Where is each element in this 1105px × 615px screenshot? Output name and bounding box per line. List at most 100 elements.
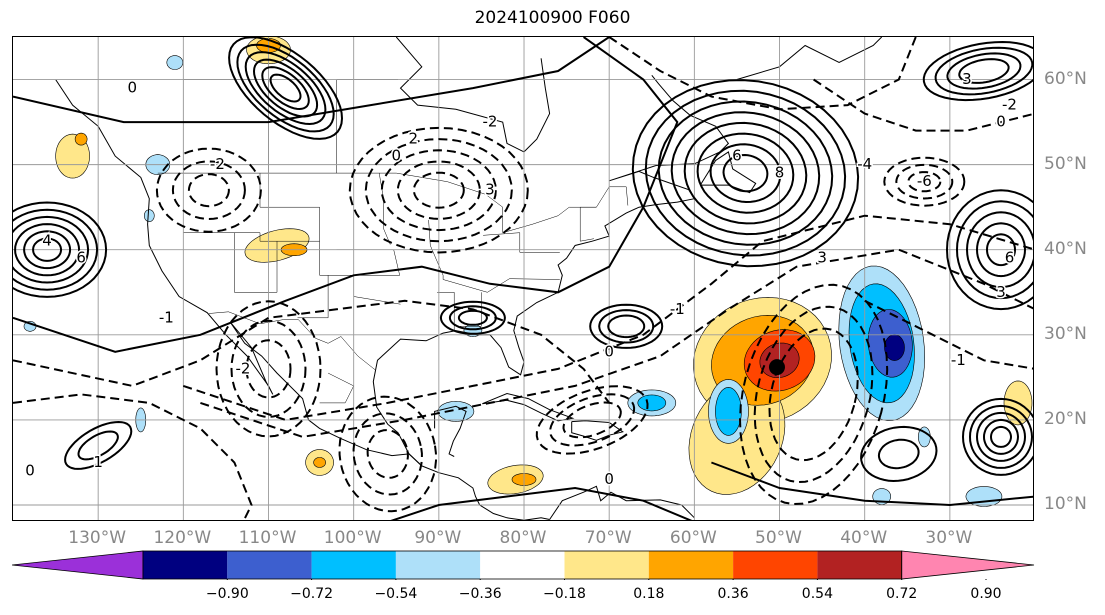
negative-contour	[187, 173, 230, 208]
negative-contour	[753, 305, 874, 484]
latitude-label: 30°N	[1044, 323, 1087, 344]
positive-contour	[965, 211, 1033, 289]
colorbar-tick-label: −0.18	[543, 586, 586, 602]
political-border	[378, 173, 391, 245]
positive-contour	[975, 411, 1027, 462]
contour-label: -1	[670, 300, 685, 318]
colorbar-extend-left	[11, 550, 144, 580]
colorbar-segment	[311, 551, 396, 579]
negative-contour	[364, 138, 513, 243]
negative-contour	[230, 319, 307, 419]
negative-contour	[864, 299, 1033, 370]
longitude-label: 100°W	[323, 528, 382, 548]
longitude-label: 130°W	[68, 528, 127, 548]
contour-label: 3	[485, 181, 495, 199]
contour-label: 6	[1005, 249, 1015, 267]
political-border	[428, 219, 560, 293]
political-border	[183, 79, 269, 174]
positive-contour	[877, 438, 920, 470]
positive-contour	[934, 46, 1033, 96]
latitude-label: 60°N	[1044, 68, 1087, 89]
colorbar-segment	[227, 551, 312, 579]
latitude-label: 40°N	[1044, 238, 1087, 259]
longitude-label: 110°W	[238, 528, 297, 548]
coastline	[482, 392, 575, 422]
positive-contour	[696, 132, 795, 214]
latitude-label: 50°N	[1044, 153, 1087, 174]
shaded-region	[917, 426, 931, 448]
colorbar-outline	[142, 550, 903, 580]
positive-contour	[860, 425, 938, 483]
contour-label: -1	[159, 308, 174, 326]
political-border	[234, 232, 278, 293]
contour-label: 0	[127, 79, 137, 97]
positive-contour	[64, 420, 133, 470]
colorbar-tick-label: 0.54	[801, 586, 833, 602]
negative-contour	[348, 126, 529, 254]
political-border	[157, 172, 629, 234]
longitude-label: 120°W	[153, 528, 212, 548]
positive-contour	[958, 58, 1010, 84]
positive-contour	[14, 223, 81, 277]
contour-label: 3	[996, 283, 1006, 301]
negative-contour	[245, 339, 292, 399]
negative-contour	[171, 160, 246, 221]
negative-contour	[535, 385, 649, 455]
negative-contour	[883, 156, 966, 207]
colorbar-segment	[395, 551, 481, 579]
negative-contour	[352, 412, 423, 496]
coastline	[395, 37, 551, 153]
colorbar	[11, 550, 1036, 584]
negative-contour	[738, 283, 889, 506]
contour-label: 0	[604, 470, 614, 488]
political-border	[319, 372, 355, 404]
positive-contour	[711, 461, 1033, 507]
positive-contour	[722, 153, 769, 193]
contour-label: -2	[1002, 96, 1017, 114]
contour-label: -2	[482, 113, 497, 131]
longitude-label: 60°W	[669, 528, 717, 548]
negative-contour	[396, 160, 481, 220]
shading-layer	[23, 37, 1033, 507]
negative-contour	[155, 147, 262, 233]
positive-contour	[989, 425, 1013, 448]
negative-contour	[412, 171, 465, 209]
positive-contour	[269, 73, 302, 103]
negative-contour	[200, 248, 1033, 438]
colorbar-tick-label: −0.54	[374, 586, 418, 602]
coastline	[736, 37, 883, 80]
colorbar-tick-label: −0.90	[205, 586, 249, 602]
contour-label-layer: 460-2-123-20 683-4-10-663-110 0-23-20	[24, 69, 1019, 490]
contour-label: 3	[962, 70, 972, 88]
positive-contour	[228, 37, 344, 140]
contour-label: -1	[951, 351, 966, 369]
contour-label: 1	[93, 453, 103, 471]
positive-contour	[13, 215, 90, 284]
negative-contour	[13, 393, 253, 520]
political-border	[483, 232, 560, 253]
marker-layer	[768, 359, 785, 376]
shaded-region	[166, 55, 184, 70]
positive-contour	[236, 43, 335, 133]
political-border	[460, 292, 482, 327]
negative-contour	[380, 149, 497, 232]
positive-contour	[261, 66, 310, 111]
positive-contour	[670, 111, 821, 236]
negative-contour	[182, 214, 1033, 421]
positive-contour	[975, 222, 1027, 278]
shaded-region	[74, 132, 88, 146]
colorbar-tick-label: 0.72	[886, 586, 918, 602]
positive-contour	[657, 100, 834, 246]
colorbar-tick-label: 0.36	[717, 586, 749, 602]
colorbar-extend-right	[901, 550, 1035, 580]
shaded-region	[313, 457, 326, 468]
positive-contour	[448, 305, 497, 331]
latitude-label: 10°N	[1044, 493, 1087, 514]
political-border	[336, 79, 398, 174]
colorbar-segment	[480, 551, 565, 579]
positive-contour	[77, 430, 119, 461]
contour-label: 6	[732, 147, 742, 165]
shaded-region	[144, 209, 155, 223]
negative-contour	[215, 300, 322, 438]
colorbar-tick-label: 0.18	[633, 586, 665, 602]
